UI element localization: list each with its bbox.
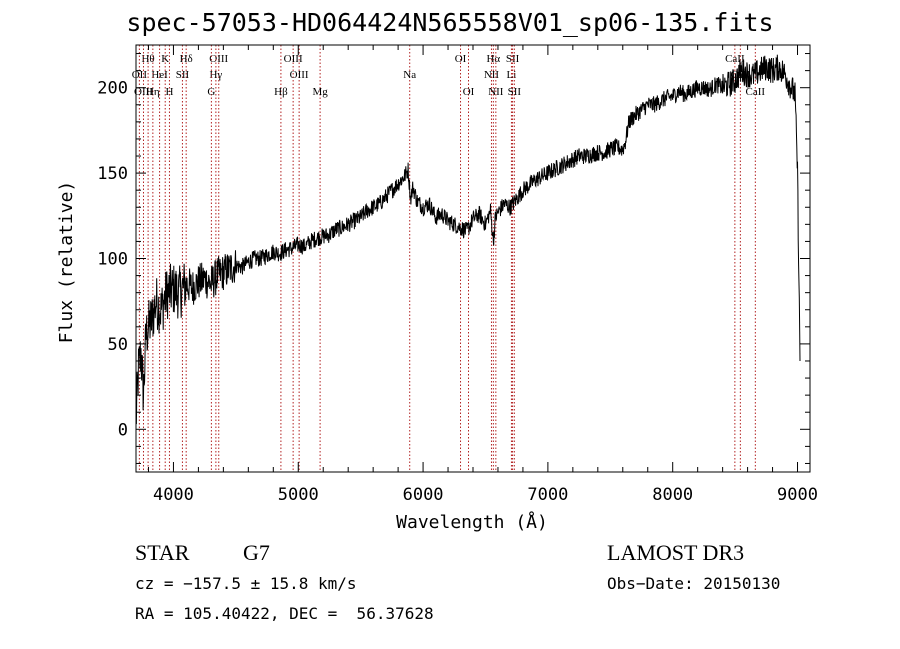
y-tick-label: 100 bbox=[97, 250, 128, 270]
y-tick-label: 50 bbox=[108, 335, 128, 355]
marker-label: NII bbox=[488, 86, 504, 98]
x-tick-label: 8000 bbox=[652, 485, 693, 505]
marker-label: OIII bbox=[290, 69, 309, 81]
marker-label: OIII bbox=[134, 86, 153, 98]
marker-label: Hδ bbox=[180, 53, 193, 65]
marker-label: H bbox=[165, 86, 173, 98]
marker-label: CaII bbox=[746, 86, 766, 98]
chart-title: spec-57053-HD064424N565558V01_sp06-135.f… bbox=[126, 8, 774, 37]
spectrum-line bbox=[135, 54, 801, 425]
marker-label: G bbox=[207, 86, 215, 98]
marker-label: Hγ bbox=[209, 69, 222, 81]
marker-label: Li bbox=[507, 69, 517, 81]
y-tick-label: 0 bbox=[118, 420, 128, 440]
marker-label: OI bbox=[463, 86, 475, 98]
x-axis-label: Wavelength (Å) bbox=[396, 511, 548, 533]
coordinates: RA = 105.40422, DEC = 56.37628 bbox=[135, 604, 434, 623]
y-tick-label: 150 bbox=[97, 164, 128, 184]
object-subclass: G7 bbox=[243, 540, 270, 565]
y-axis: 0 50 100 150 200 bbox=[97, 53, 810, 464]
marker-label: OIII bbox=[284, 53, 303, 65]
marker-label: Hβ bbox=[274, 86, 288, 98]
survey-name: LAMOST DR3 bbox=[607, 540, 745, 565]
marker-label: OI bbox=[455, 53, 467, 65]
marker-label: Na bbox=[403, 69, 416, 81]
x-tick-label: 4000 bbox=[153, 485, 194, 505]
marker-label: OIII bbox=[209, 53, 228, 65]
x-tick-label: 9000 bbox=[777, 485, 818, 505]
marker-label: K bbox=[161, 53, 169, 65]
marker-label: Hθ bbox=[141, 53, 154, 65]
marker-label: NII bbox=[484, 69, 500, 81]
x-tick-label: 6000 bbox=[403, 485, 444, 505]
x-axis: 4000 5000 6000 7000 8000 9000 bbox=[147, 45, 818, 505]
marker-label: HeI bbox=[151, 69, 168, 81]
marker-label: Hα bbox=[486, 53, 500, 65]
observation-date: Obs−Date: 20150130 bbox=[607, 574, 781, 593]
redshift-readout: cz = −157.5 ± 15.8 km/s bbox=[135, 574, 357, 593]
x-tick-label: 5000 bbox=[278, 485, 319, 505]
marker-label: SII bbox=[508, 86, 522, 98]
plot-frame bbox=[135, 44, 811, 473]
y-tick-label: 200 bbox=[97, 79, 128, 99]
marker-label: SII bbox=[506, 53, 520, 65]
y-axis-label: Flux (relative) bbox=[56, 181, 77, 344]
marker-label: Hη bbox=[146, 86, 160, 98]
marker-label: SII bbox=[176, 69, 190, 81]
object-class: STAR bbox=[135, 540, 190, 565]
marker-label: Mg bbox=[312, 86, 328, 98]
x-tick-label: 7000 bbox=[527, 485, 568, 505]
